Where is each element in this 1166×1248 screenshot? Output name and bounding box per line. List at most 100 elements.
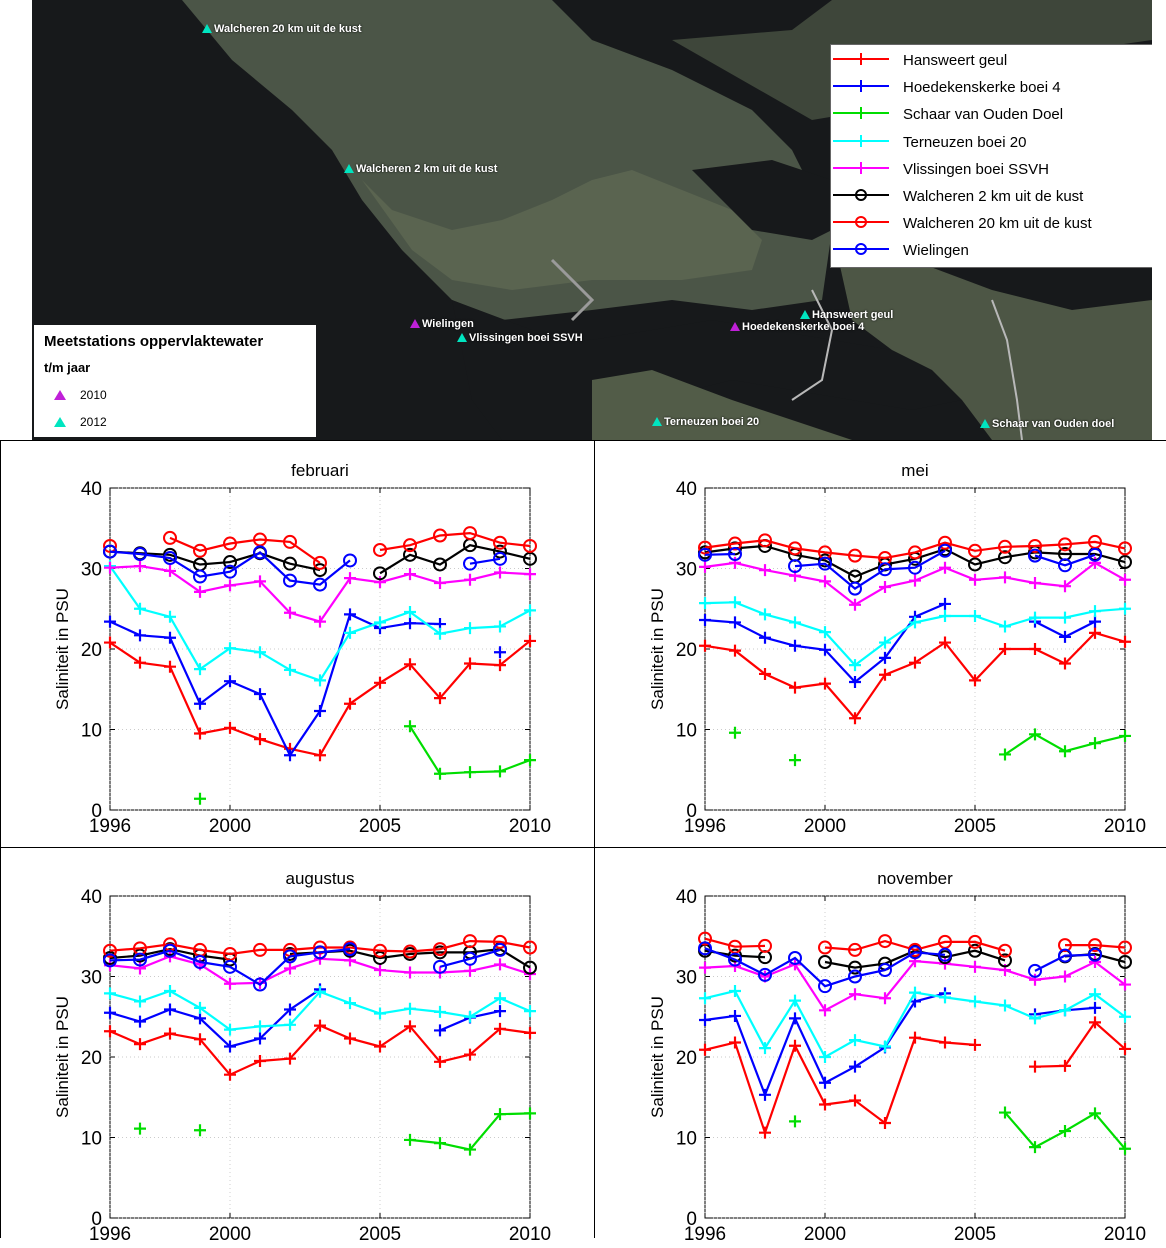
data-point (969, 995, 981, 1008)
data-point (1118, 940, 1132, 955)
data-point (848, 548, 862, 563)
data-point (194, 1001, 206, 1014)
data-point (493, 551, 507, 566)
chart-title: februari (291, 461, 349, 480)
data-point (464, 1010, 476, 1023)
data-point (494, 646, 506, 659)
data-point (729, 984, 741, 997)
data-point (729, 1009, 741, 1022)
data-point (789, 616, 801, 629)
data-point (1028, 548, 1042, 563)
data-point (134, 995, 146, 1008)
data-point (434, 1137, 446, 1150)
series-walcheren-20-km-uit-de-kust (698, 533, 1132, 566)
series-schaar-van-ouden-doel (194, 720, 536, 805)
data-point (344, 1032, 356, 1045)
data-point (908, 560, 922, 575)
data-point (103, 953, 117, 968)
series-line (439, 948, 501, 968)
data-point (524, 754, 536, 767)
data-point (164, 610, 176, 623)
data-point (788, 559, 802, 574)
data-point (464, 766, 476, 779)
x-tick-label: 2005 (954, 816, 996, 837)
data-point (908, 545, 922, 560)
data-point (464, 1143, 476, 1156)
data-point (403, 547, 417, 562)
data-point (968, 934, 982, 949)
legend-label: Terneuzen boei 20 (903, 133, 1027, 151)
data-point (878, 963, 892, 978)
data-point (404, 617, 416, 630)
data-point (253, 977, 267, 992)
data-point (464, 657, 476, 670)
data-point (133, 952, 147, 967)
series-hansweert-geul (699, 626, 1131, 725)
data-point (1119, 573, 1131, 586)
data-point (224, 1040, 236, 1053)
data-point (283, 573, 297, 588)
data-point (1089, 1016, 1101, 1029)
data-point (104, 636, 116, 649)
data-point (494, 1108, 506, 1121)
data-point (284, 749, 296, 762)
data-point (939, 636, 951, 649)
data-point (879, 636, 891, 649)
x-tick-label: 1996 (684, 816, 726, 837)
data-point (698, 931, 712, 946)
station-walcheren-2km: Walcheren 2 km uit de kust (344, 163, 497, 175)
data-point (1029, 728, 1041, 741)
data-point (849, 1094, 861, 1107)
x-tick-label: 2010 (1104, 816, 1146, 837)
data-point (1059, 611, 1071, 624)
data-point (999, 999, 1011, 1012)
y-tick-label: 10 (81, 1129, 102, 1150)
station-vlissingen: Vlissingen boei SSVH (457, 332, 583, 344)
data-point (223, 564, 237, 579)
legend-label: Vlissingen boei SSVH (903, 160, 1049, 178)
data-point (729, 644, 741, 657)
data-point (434, 1024, 446, 1037)
chart-title: november (877, 869, 953, 888)
series-line (824, 939, 1006, 952)
data-point (194, 663, 206, 676)
data-point (1059, 970, 1071, 983)
x-tick-label: 2005 (359, 816, 401, 837)
data-point (728, 948, 742, 963)
data-point (164, 660, 176, 673)
legend-label: Hoedekenskerke boei 4 (903, 79, 1061, 97)
x-tick-label: 2010 (1104, 1224, 1146, 1245)
data-point (879, 1117, 891, 1130)
data-point (283, 534, 297, 549)
data-point (193, 569, 207, 584)
data-point (939, 561, 951, 574)
data-point (223, 959, 237, 974)
data-point (938, 947, 952, 962)
data-point (969, 960, 981, 973)
data-point (524, 634, 536, 647)
data-point (1059, 1004, 1071, 1017)
data-point (939, 597, 951, 610)
data-point (224, 1023, 236, 1036)
data-point (1059, 580, 1071, 593)
data-point (404, 568, 416, 581)
series-line (109, 947, 231, 961)
series-line (704, 1036, 976, 1137)
data-point (404, 1133, 416, 1146)
data-point (849, 598, 861, 611)
legend-label: Schaar van Ouden Doel (903, 106, 1064, 124)
series-line (109, 939, 531, 956)
x-tick-label: 2000 (804, 816, 846, 837)
data-point (223, 555, 237, 570)
data-point (759, 667, 771, 680)
data-point (818, 556, 832, 571)
data-point (1058, 558, 1072, 573)
station-legend: Meetstations oppervlaktewater t/m jaar 2… (34, 325, 316, 437)
data-point (104, 987, 116, 1000)
data-point (464, 573, 476, 586)
series-line (704, 539, 1126, 560)
data-point (819, 1051, 831, 1063)
data-point (729, 596, 741, 609)
data-point (133, 948, 147, 963)
data-point (493, 544, 507, 559)
